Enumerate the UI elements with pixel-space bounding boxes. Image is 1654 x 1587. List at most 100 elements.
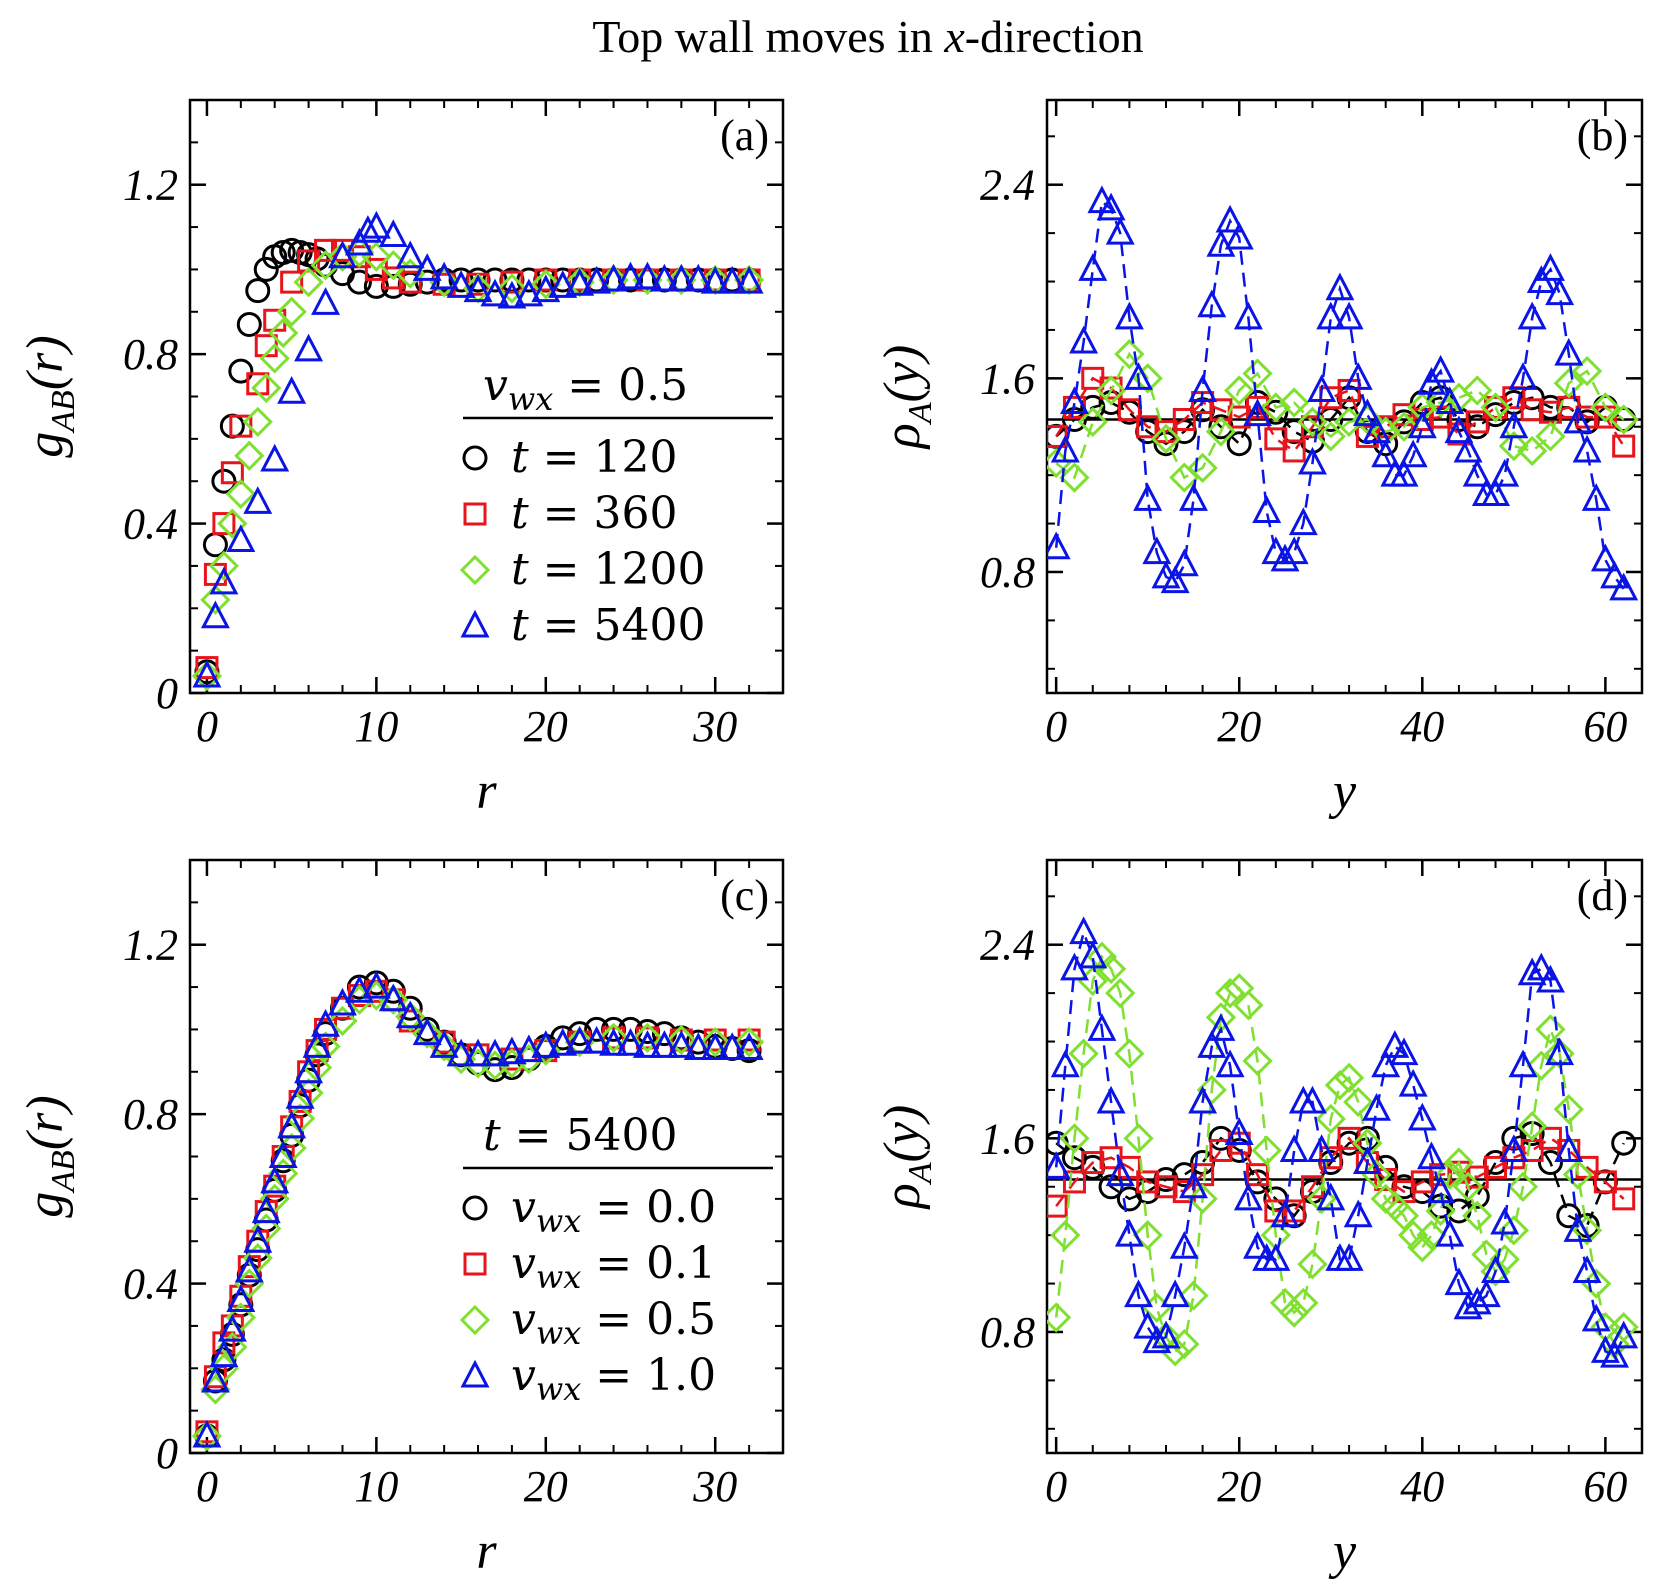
data-point bbox=[531, 274, 561, 303]
data-point bbox=[632, 261, 662, 290]
data-point bbox=[1059, 386, 1089, 415]
data-point bbox=[1508, 1049, 1538, 1078]
data-point bbox=[200, 1364, 230, 1393]
data-point bbox=[632, 1030, 662, 1058]
data-point bbox=[1050, 1049, 1080, 1078]
data-point bbox=[666, 263, 696, 292]
data-point bbox=[1047, 1194, 1068, 1218]
data-point bbox=[330, 238, 354, 262]
plot-frame bbox=[1045, 98, 1644, 695]
x-tick-label: 0 bbox=[196, 1462, 218, 1511]
data-point bbox=[480, 1038, 510, 1067]
data-point bbox=[1535, 1014, 1566, 1045]
data-point bbox=[599, 1028, 629, 1056]
x-tick-label: 0 bbox=[1045, 702, 1067, 751]
data-point bbox=[192, 1419, 222, 1448]
data-point bbox=[1537, 1150, 1563, 1176]
data-point bbox=[378, 219, 408, 248]
data-point bbox=[1343, 1086, 1374, 1118]
data-point bbox=[1282, 439, 1306, 463]
data-point bbox=[228, 358, 254, 384]
data-point bbox=[1080, 394, 1106, 420]
plot-frame bbox=[1045, 858, 1644, 1455]
data-point bbox=[1150, 423, 1182, 454]
legend-marker bbox=[462, 1195, 488, 1221]
data-point bbox=[327, 241, 358, 272]
y-tick-label: 1.6 bbox=[980, 1114, 1035, 1163]
data-point bbox=[346, 269, 372, 295]
y-tick-label: 0.8 bbox=[123, 1090, 178, 1139]
panel-label: (c) bbox=[720, 871, 769, 920]
data-point bbox=[1371, 439, 1401, 468]
figure-title: Top wall moves in x-direction bbox=[592, 11, 1143, 62]
legend-marker bbox=[462, 445, 488, 471]
y-axis-label: gAB(r) bbox=[17, 335, 82, 457]
data-point bbox=[1233, 301, 1263, 330]
data-point bbox=[280, 270, 304, 294]
data-point bbox=[1133, 483, 1163, 511]
data-point bbox=[1264, 427, 1288, 451]
data-point bbox=[1407, 1102, 1437, 1131]
data-point bbox=[1319, 1146, 1343, 1170]
data-point bbox=[1609, 572, 1639, 601]
data-point bbox=[226, 1284, 256, 1313]
figure-title-suffix: -direction bbox=[965, 11, 1144, 62]
data-point bbox=[496, 273, 528, 304]
data-point bbox=[412, 1018, 443, 1049]
data-point bbox=[243, 486, 273, 514]
data-point bbox=[191, 1420, 223, 1452]
data-point bbox=[302, 1030, 332, 1058]
data-point bbox=[208, 550, 240, 582]
data-point bbox=[497, 280, 527, 309]
data-point bbox=[1105, 1158, 1135, 1187]
data-point bbox=[1050, 1220, 1081, 1251]
data-point bbox=[1452, 1171, 1484, 1202]
data-point bbox=[1316, 1182, 1346, 1211]
legend-marker bbox=[463, 502, 487, 526]
series-line bbox=[1055, 1132, 1625, 1228]
x-axis-label: r bbox=[476, 1523, 497, 1580]
data-point bbox=[1465, 410, 1489, 434]
data-point bbox=[1352, 398, 1382, 427]
data-point bbox=[1517, 301, 1547, 330]
data-point bbox=[344, 975, 374, 1003]
data-point bbox=[1507, 1171, 1539, 1202]
data-point bbox=[1407, 1232, 1438, 1263]
data-point bbox=[1517, 957, 1547, 986]
data-point bbox=[1416, 1220, 1447, 1251]
data-point bbox=[666, 264, 697, 296]
data-point bbox=[1117, 398, 1141, 422]
data-point bbox=[1151, 1320, 1181, 1349]
data-point bbox=[311, 1008, 341, 1037]
data-point bbox=[1224, 221, 1254, 250]
data-point bbox=[1279, 387, 1310, 418]
data-point bbox=[1517, 435, 1548, 467]
data-point bbox=[598, 264, 629, 296]
data-point bbox=[361, 210, 391, 239]
x-axis-label: y bbox=[1328, 1523, 1357, 1580]
data-point bbox=[1136, 1170, 1160, 1194]
legend-entry: vwx = 0.5 bbox=[511, 1294, 716, 1352]
data-point bbox=[1279, 536, 1309, 565]
data-point bbox=[276, 296, 307, 327]
data-point bbox=[1609, 1320, 1639, 1349]
data-point bbox=[217, 508, 248, 539]
x-tick-label: 30 bbox=[692, 1462, 737, 1511]
data-point bbox=[514, 1034, 544, 1063]
data-point bbox=[1563, 1214, 1593, 1242]
data-point bbox=[1471, 1279, 1501, 1308]
data-point bbox=[548, 1028, 578, 1056]
data-point bbox=[285, 1080, 315, 1109]
data-point bbox=[1545, 1037, 1575, 1066]
y-tick-label: 1.6 bbox=[980, 354, 1035, 403]
data-point bbox=[251, 1195, 281, 1224]
data-point bbox=[1178, 483, 1208, 511]
data-point bbox=[327, 1005, 358, 1037]
data-point bbox=[1132, 1220, 1163, 1251]
panel-c: 0 10 20 30 0 0.4 0.8 1.2 r gAB(r) (c) t = 5400 vwx =… bbox=[17, 858, 785, 1580]
series-triangle bbox=[1047, 185, 1639, 601]
data-point bbox=[463, 1038, 493, 1067]
data-point bbox=[220, 461, 244, 485]
legend-marker bbox=[459, 1304, 491, 1336]
